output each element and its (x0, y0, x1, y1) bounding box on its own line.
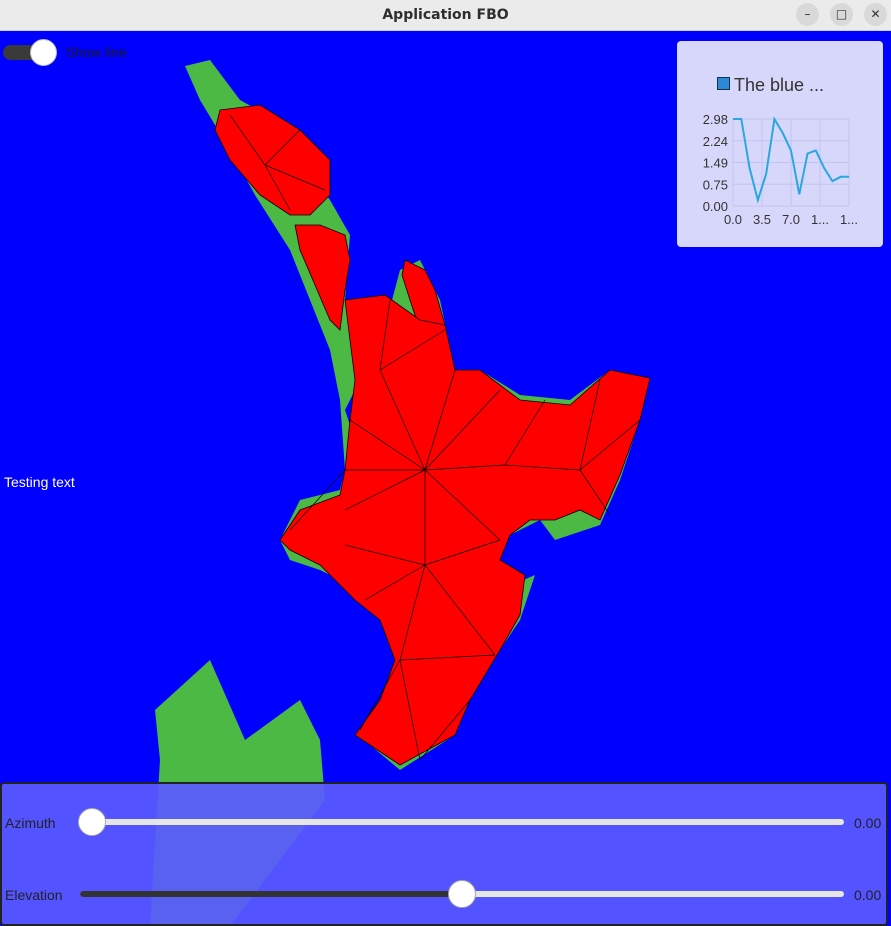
elevation-label: Elevation (5, 887, 63, 903)
azimuth-slider-track[interactable] (92, 819, 844, 825)
title-bar: Application FBO – □ ✕ (0, 0, 891, 31)
show-line-label: Show line (66, 44, 127, 60)
azimuth-value: 0.00 (854, 815, 882, 831)
series-line (733, 116, 849, 204)
y-tick-label: 2.98 (703, 112, 728, 127)
x-tick-label: 7.0 (782, 212, 800, 227)
x-tick-label: 1... (840, 212, 858, 227)
close-icon[interactable]: ✕ (864, 3, 887, 26)
x-tick-label: 0.0 (724, 212, 742, 227)
chart-legend: The blue ... (717, 75, 824, 96)
legend-label: The blue ... (734, 75, 825, 95)
mini-chart: 2.98 2.24 1.49 0.75 0.000.0 3.5 7.0 1... 1... (703, 112, 858, 227)
control-panel: Azimuth 0.00 Elevation 0.00 (0, 782, 888, 926)
red-landmass (214, 104, 651, 766)
azimuth-label: Azimuth (5, 815, 56, 831)
azimuth-slider-handle[interactable] (78, 808, 106, 836)
x-tick-label: 1... (811, 212, 829, 227)
window-title: Application FBO (382, 7, 509, 23)
elevation-value: 0.00 (854, 887, 882, 903)
x-tick-label: 3.5 (753, 212, 771, 227)
minimize-icon[interactable]: – (796, 3, 819, 26)
elevation-slider-fill (80, 891, 462, 897)
overlay-text: Testing text (4, 474, 75, 490)
toggle-knob[interactable] (30, 39, 57, 66)
y-tick-label: 0.75 (703, 177, 728, 192)
maximize-icon[interactable]: □ (830, 3, 853, 26)
y-tick-label: 0.00 (703, 199, 728, 214)
legend-swatch-icon (717, 77, 730, 90)
y-tick-label: 1.49 (703, 156, 728, 171)
y-tick-label: 2.24 (703, 134, 728, 149)
show-line-toggle[interactable] (3, 39, 61, 66)
elevation-slider-handle[interactable] (448, 880, 476, 908)
triangulation-lines (229, 114, 641, 761)
